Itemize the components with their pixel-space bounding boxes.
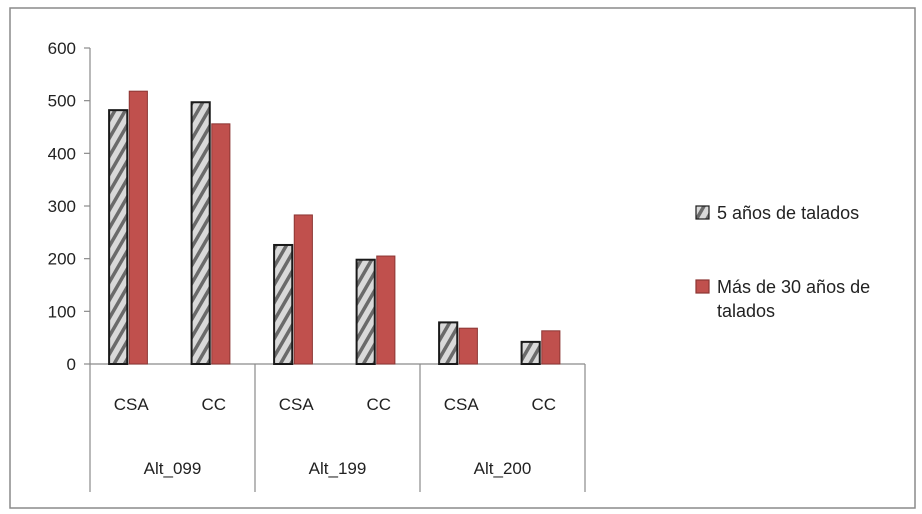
x-category-label: CSA bbox=[279, 395, 315, 414]
bar-series-1 bbox=[108, 109, 129, 365]
bar-series-1 bbox=[190, 101, 211, 365]
x-group-label: Alt_200 bbox=[474, 459, 532, 478]
axes: 0 100 200 300 400 500 600 CSA CC Alt_099 CSA CC Alt_… bbox=[48, 39, 586, 492]
bar-series-2 bbox=[128, 90, 148, 365]
bar-series-2 bbox=[541, 330, 561, 365]
x-group-label: Alt_199 bbox=[309, 459, 367, 478]
y-tick-label: 100 bbox=[48, 302, 76, 321]
y-tick-label: 500 bbox=[48, 92, 76, 111]
x-category-label: CC bbox=[201, 395, 226, 414]
y-tick-label: 400 bbox=[48, 144, 76, 163]
chart-border bbox=[9, 7, 916, 509]
legend-label: Más de 30 años de talados bbox=[717, 277, 870, 321]
legend-label: 5 años de talados bbox=[717, 203, 859, 223]
x-category-label: CSA bbox=[114, 395, 150, 414]
bar-series-1 bbox=[438, 321, 459, 366]
bar-series-2 bbox=[458, 327, 478, 365]
bar-series-1 bbox=[273, 243, 294, 365]
bar-series-2 bbox=[376, 255, 396, 365]
y-tick-label: 600 bbox=[48, 39, 76, 58]
legend-swatch bbox=[695, 279, 710, 294]
bar-series-1 bbox=[520, 340, 541, 366]
bars bbox=[108, 90, 561, 366]
x-category-label: CSA bbox=[444, 395, 480, 414]
y-tick-label: 300 bbox=[48, 197, 76, 216]
x-category-label: CC bbox=[531, 395, 556, 414]
legend: 5 años de talados Más de 30 años de talado… bbox=[695, 203, 870, 321]
y-tick-label: 0 bbox=[67, 355, 76, 374]
bar-series-1 bbox=[355, 258, 376, 365]
legend-swatch bbox=[695, 205, 710, 220]
bar-series-2 bbox=[293, 214, 313, 365]
y-tick-label: 200 bbox=[48, 250, 76, 269]
bar-series-2 bbox=[211, 123, 231, 365]
x-group-label: Alt_099 bbox=[144, 459, 202, 478]
x-category-label: CC bbox=[366, 395, 391, 414]
